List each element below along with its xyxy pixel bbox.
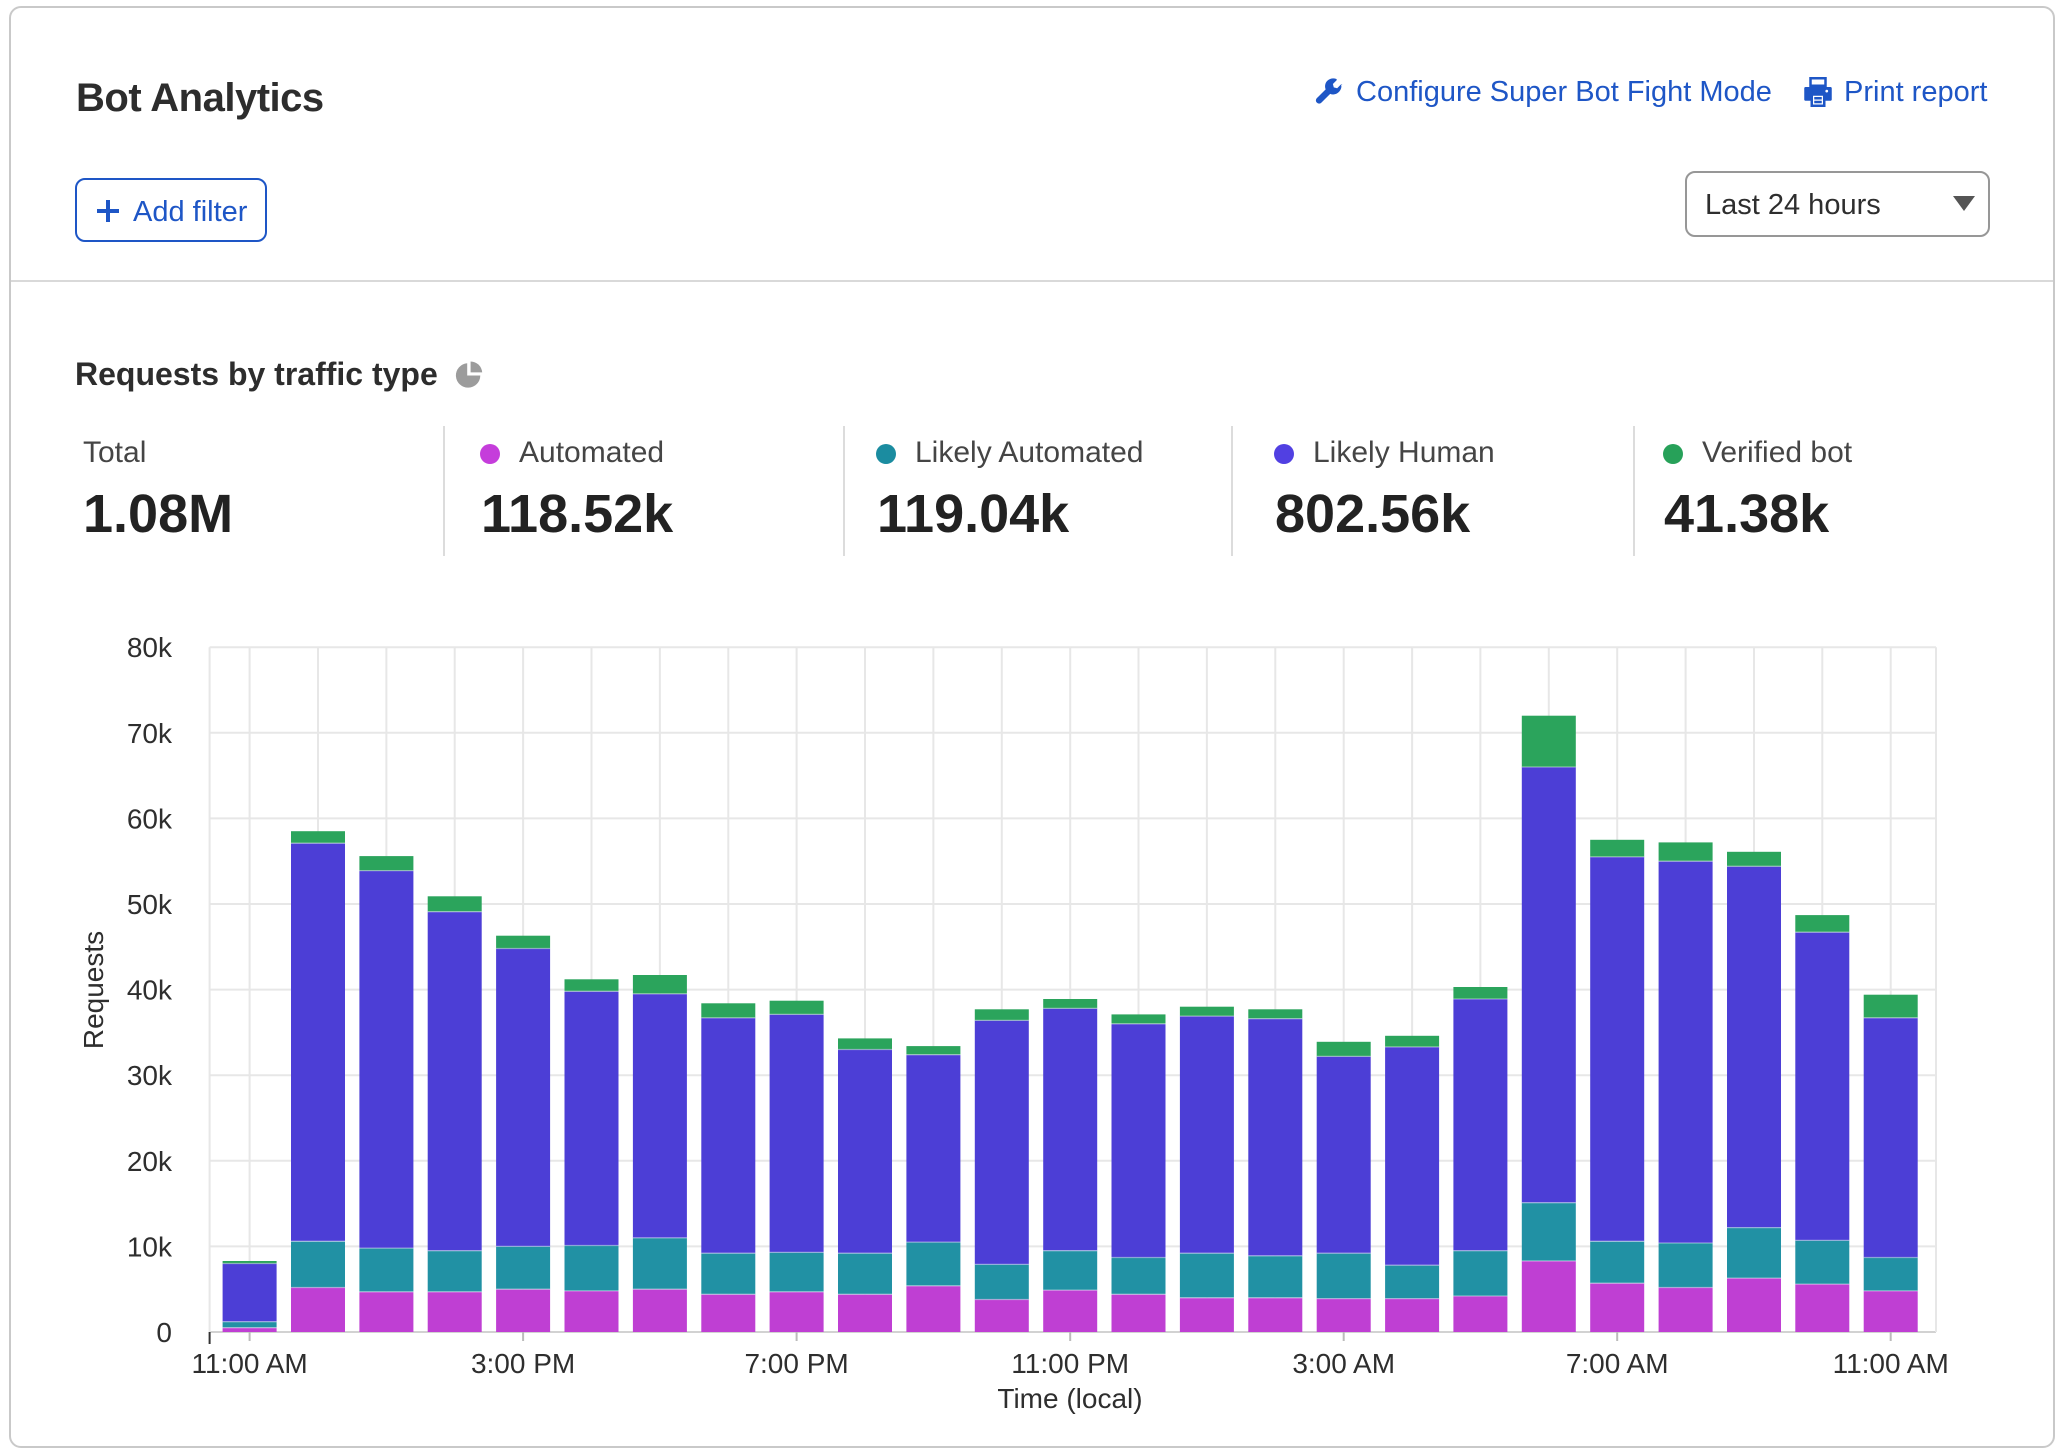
svg-text:20k: 20k xyxy=(127,1146,173,1177)
svg-text:0: 0 xyxy=(156,1317,172,1348)
svg-text:11:00 AM: 11:00 AM xyxy=(1833,1348,1949,1379)
svg-text:11:00 AM: 11:00 AM xyxy=(191,1348,307,1379)
svg-text:80k: 80k xyxy=(127,632,173,663)
svg-text:Time (local): Time (local) xyxy=(997,1383,1142,1414)
svg-text:3:00 PM: 3:00 PM xyxy=(471,1348,575,1379)
svg-text:10k: 10k xyxy=(127,1231,173,1262)
svg-text:70k: 70k xyxy=(127,718,173,749)
svg-text:7:00 AM: 7:00 AM xyxy=(1566,1348,1669,1379)
svg-text:40k: 40k xyxy=(127,975,173,1006)
svg-text:60k: 60k xyxy=(127,803,173,834)
svg-text:50k: 50k xyxy=(127,889,173,920)
svg-text:30k: 30k xyxy=(127,1060,173,1091)
svg-text:3:00 AM: 3:00 AM xyxy=(1292,1348,1395,1379)
svg-text:7:00 PM: 7:00 PM xyxy=(744,1348,848,1379)
svg-text:11:00 PM: 11:00 PM xyxy=(1011,1348,1129,1379)
svg-text:Requests: Requests xyxy=(78,931,109,1049)
